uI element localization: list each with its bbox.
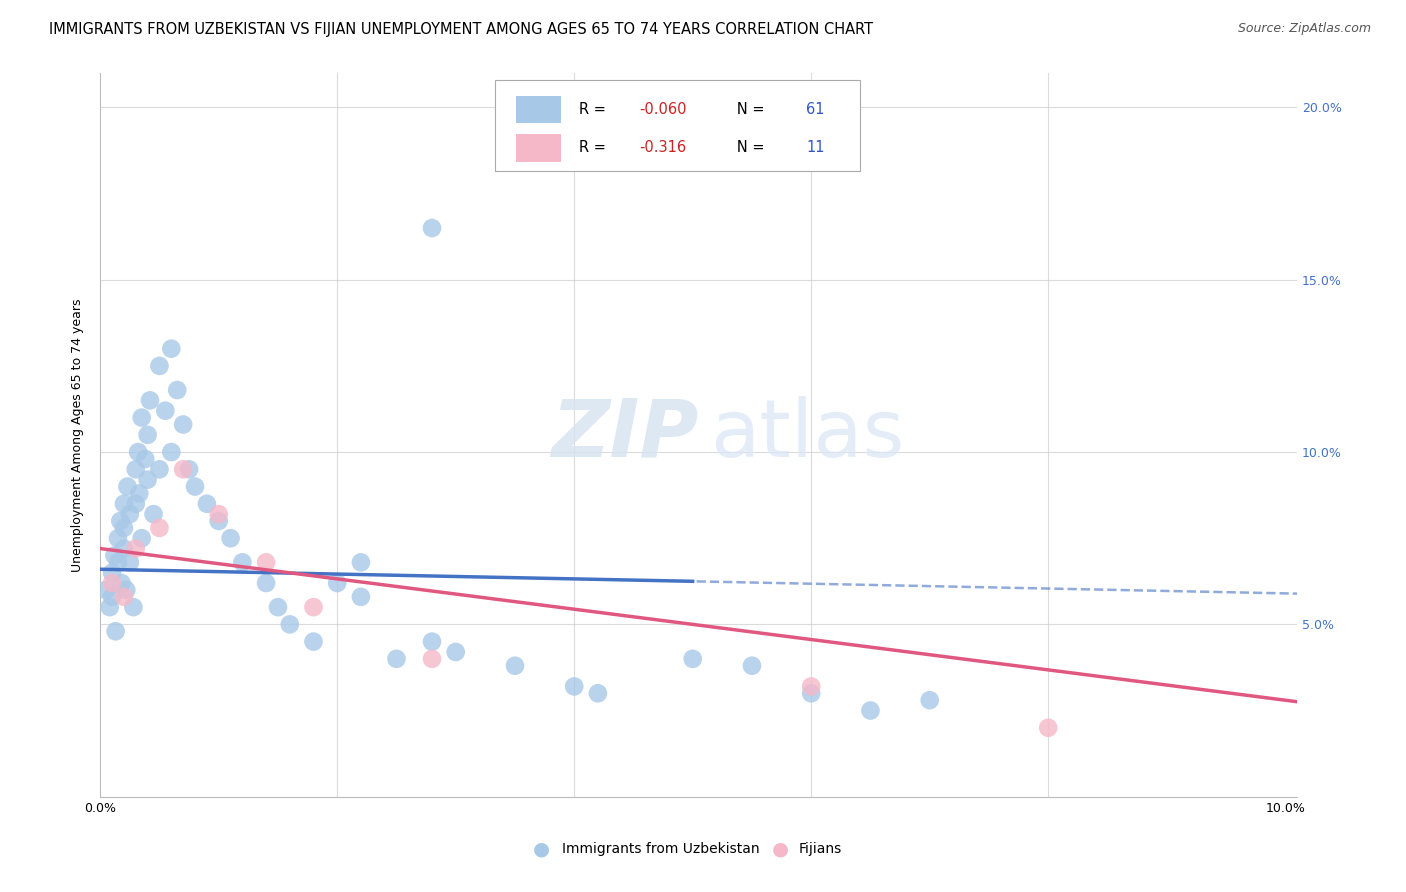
Text: R =: R = — [579, 102, 610, 117]
Point — [128, 486, 150, 500]
Point — [444, 645, 467, 659]
Point — [267, 600, 290, 615]
Point — [136, 473, 159, 487]
Text: IMMIGRANTS FROM UZBEKISTAN VS FIJIAN UNEMPLOYMENT AMONG AGES 65 TO 74 YEARS CORR: IMMIGRANTS FROM UZBEKISTAN VS FIJIAN UNE… — [49, 22, 873, 37]
Point — [208, 514, 231, 528]
Point — [127, 445, 149, 459]
Point — [682, 652, 704, 666]
Point — [195, 497, 218, 511]
Point — [918, 693, 941, 707]
Point — [110, 576, 132, 591]
Point — [131, 531, 153, 545]
Point — [148, 462, 170, 476]
Point — [420, 652, 443, 666]
Point — [859, 704, 882, 718]
Point — [107, 555, 129, 569]
Point — [112, 590, 135, 604]
Point — [117, 479, 139, 493]
Point — [350, 555, 373, 569]
Point — [184, 479, 207, 493]
Point — [139, 393, 162, 408]
Point — [98, 600, 121, 615]
Text: 11: 11 — [807, 140, 825, 155]
Text: -0.316: -0.316 — [638, 140, 686, 155]
Text: 61: 61 — [807, 102, 825, 117]
Point — [131, 410, 153, 425]
Point — [104, 624, 127, 639]
Point — [800, 686, 823, 700]
Point — [125, 462, 148, 476]
Point — [122, 600, 145, 615]
Point — [125, 541, 148, 556]
Point — [420, 221, 443, 235]
Point — [155, 403, 177, 417]
Point — [118, 507, 141, 521]
Text: -0.060: -0.060 — [638, 102, 686, 117]
Point — [101, 566, 124, 580]
Point — [208, 507, 231, 521]
Point — [101, 576, 124, 591]
Point — [115, 582, 138, 597]
Text: atlas: atlas — [710, 396, 905, 474]
Point — [503, 658, 526, 673]
Point — [254, 576, 277, 591]
FancyBboxPatch shape — [495, 80, 860, 170]
FancyBboxPatch shape — [516, 135, 561, 161]
Point — [177, 462, 200, 476]
Text: Source: ZipAtlas.com: Source: ZipAtlas.com — [1237, 22, 1371, 36]
Point — [107, 531, 129, 545]
Text: N =: N = — [723, 102, 769, 117]
Point — [741, 658, 763, 673]
Point — [350, 590, 373, 604]
Point — [172, 417, 194, 432]
Text: R =: R = — [579, 140, 610, 155]
Point — [586, 686, 609, 700]
Point — [112, 541, 135, 556]
Text: Immigrants from Uzbekistan: Immigrants from Uzbekistan — [562, 842, 761, 856]
Text: ZIP: ZIP — [551, 396, 699, 474]
Point — [148, 359, 170, 373]
Point — [94, 582, 117, 597]
Text: ●: ● — [533, 839, 550, 859]
Point — [278, 617, 301, 632]
Point — [125, 497, 148, 511]
Point — [302, 600, 325, 615]
Point — [420, 634, 443, 648]
Point — [118, 555, 141, 569]
Point — [148, 521, 170, 535]
Y-axis label: Unemployment Among Ages 65 to 74 years: Unemployment Among Ages 65 to 74 years — [72, 298, 84, 572]
Point — [103, 549, 125, 563]
Point — [110, 514, 132, 528]
Point — [1038, 721, 1060, 735]
Point — [231, 555, 253, 569]
Point — [166, 383, 188, 397]
Point — [219, 531, 242, 545]
Point — [160, 342, 183, 356]
Point — [112, 521, 135, 535]
Point — [112, 497, 135, 511]
FancyBboxPatch shape — [516, 96, 561, 123]
Text: Fijians: Fijians — [799, 842, 842, 856]
Point — [134, 452, 156, 467]
Point — [142, 507, 165, 521]
Point — [172, 462, 194, 476]
Point — [160, 445, 183, 459]
Point — [800, 680, 823, 694]
Point — [562, 680, 585, 694]
Point — [302, 634, 325, 648]
Text: ●: ● — [772, 839, 789, 859]
Point — [326, 576, 349, 591]
Point — [136, 427, 159, 442]
Text: N =: N = — [723, 140, 769, 155]
Point — [101, 590, 124, 604]
Point — [385, 652, 408, 666]
Point — [254, 555, 277, 569]
